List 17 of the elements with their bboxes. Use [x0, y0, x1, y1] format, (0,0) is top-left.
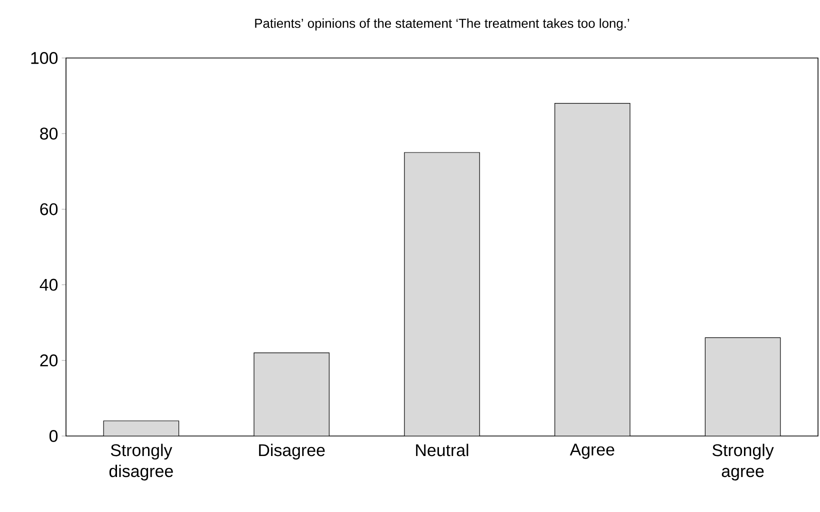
y-tick-label: 20	[40, 354, 58, 366]
y-tick-label: 60	[40, 203, 58, 216]
chart-title: Patients’ opinions of the statement ‘The treatment takes too long.’	[255, 18, 630, 30]
bar	[254, 352, 330, 436]
y-tick-label: 100	[31, 52, 58, 64]
x-tick-label: Strongly agree	[712, 444, 774, 480]
x-tick-label: Disagree	[259, 444, 325, 460]
x-tick-label: Neutral	[416, 444, 468, 456]
bar	[554, 103, 630, 436]
bar	[103, 420, 180, 436]
y-tick-label: 40	[40, 278, 58, 291]
y-tick-label: 0	[49, 430, 58, 442]
x-tick-label: Agree	[570, 444, 614, 459]
x-tick-label: Strongly disagree	[109, 444, 173, 480]
bar	[404, 152, 480, 436]
bar	[704, 337, 781, 436]
y-tick-label: 80	[40, 128, 58, 140]
